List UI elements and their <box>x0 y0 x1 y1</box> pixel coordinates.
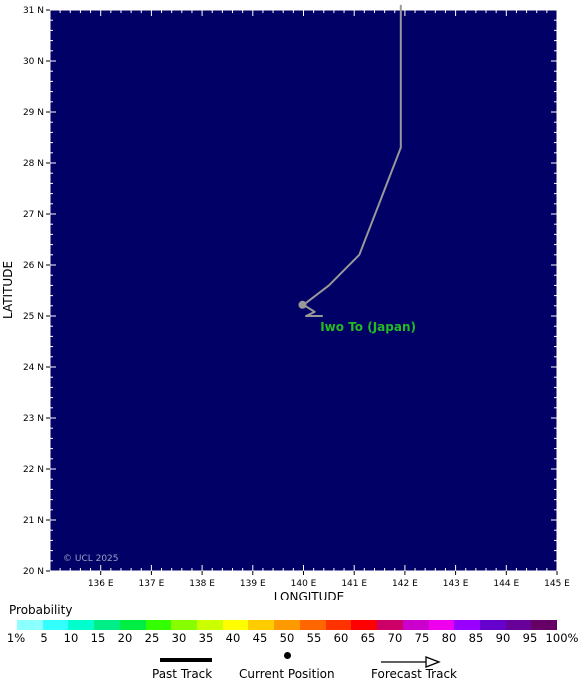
probability-label: 80 <box>441 631 457 645</box>
probability-colorbar-labels: 1% 5 10 15 20 25 30 35 40 45 50 55 60 65 70 75 80 85 90 95 1… <box>0 631 580 645</box>
probability-swatch <box>197 620 223 630</box>
probability-label: 95 <box>522 631 538 645</box>
place-label: Iwo To (Japan) <box>320 320 416 334</box>
lon-tick-label: 139 E <box>240 579 266 589</box>
lat-tick-label: 21 N <box>23 516 44 526</box>
lon-tick-label: 136 E <box>88 579 114 589</box>
storm-past-track <box>302 4 402 317</box>
forecast-track-key-arrow <box>381 656 441 668</box>
lon-tick-label: 141 E <box>341 579 367 589</box>
map-axis-ticks: 136 E 137 E 138 E 139 E 140 E 141 E 142 E 143 E… <box>23 6 570 589</box>
lat-tick-label: 23 N <box>23 414 44 424</box>
probability-swatch <box>248 620 275 630</box>
probability-label: 65 <box>360 631 376 645</box>
probability-swatch <box>119 620 146 630</box>
probability-colorbar <box>17 620 558 630</box>
probability-label: 60 <box>333 631 349 645</box>
probability-swatch <box>531 620 558 630</box>
current-position-key-label: Current Position <box>239 667 335 681</box>
x-axis-label: LONGITUDE <box>274 590 344 600</box>
lat-tick-label: 25 N <box>23 312 44 322</box>
lon-tick-label: 138 E <box>189 579 215 589</box>
probability-label: 45 <box>252 631 268 645</box>
lat-tick-label: 24 N <box>23 363 44 373</box>
probability-swatch <box>145 620 172 630</box>
probability-label: 1% <box>6 631 26 645</box>
probability-swatch <box>94 620 120 630</box>
probability-swatch <box>351 620 378 630</box>
past-track-key-line <box>160 658 212 662</box>
lat-tick-label: 31 N <box>23 6 44 16</box>
probability-swatch <box>479 620 506 630</box>
probability-label: 55 <box>306 631 322 645</box>
lat-tick-label: 20 N <box>23 567 44 577</box>
probability-label: 50 <box>279 631 295 645</box>
probability-label: 70 <box>387 631 403 645</box>
probability-label: 75 <box>414 631 430 645</box>
probability-label: 25 <box>144 631 160 645</box>
probability-swatch <box>17 620 43 630</box>
past-track-key-label: Past Track <box>152 667 213 681</box>
place-labels: Iwo To (Japan) <box>320 320 416 334</box>
probability-swatch <box>454 620 480 630</box>
lat-tick-label: 30 N <box>23 57 44 67</box>
probability-swatch <box>42 620 69 630</box>
lat-tick-label: 26 N <box>23 261 44 271</box>
probability-swatch <box>505 620 532 630</box>
copyright-text: © UCL 2025 <box>63 554 119 564</box>
probability-swatch <box>428 620 455 630</box>
probability-swatch <box>325 620 352 630</box>
probability-label: 85 <box>468 631 484 645</box>
forecast-track-key-label: Forecast Track <box>371 667 457 681</box>
probability-label: 30 <box>171 631 187 645</box>
lon-tick-label: 143 E <box>443 579 469 589</box>
probability-label: 100% <box>545 631 579 645</box>
map-background <box>50 10 557 571</box>
probability-swatch <box>222 620 249 630</box>
lon-tick-label: 144 E <box>493 579 519 589</box>
probability-swatch <box>299 620 326 630</box>
lon-tick-label: 142 E <box>392 579 418 589</box>
lat-tick-label: 27 N <box>23 210 44 220</box>
probability-swatch <box>274 620 300 630</box>
map-plot: 136 E 137 E 138 E 139 E 140 E 141 E 142 E 143 E… <box>1 4 570 600</box>
lat-tick-label: 28 N <box>23 159 44 169</box>
y-axis-label: LATITUDE <box>1 261 15 319</box>
probability-swatch <box>68 620 95 630</box>
probability-label: 35 <box>198 631 214 645</box>
lon-tick-label: 137 E <box>139 579 165 589</box>
probability-label: 10 <box>63 631 79 645</box>
probability-label: 15 <box>90 631 106 645</box>
probability-swatch <box>377 620 403 630</box>
lat-tick-label: 29 N <box>23 108 44 118</box>
lon-tick-label: 140 E <box>291 579 317 589</box>
legend-title: Probability <box>9 603 73 617</box>
probability-swatch <box>171 620 198 630</box>
lat-tick-label: 22 N <box>23 465 44 475</box>
probability-label: 90 <box>495 631 511 645</box>
probability-label: 40 <box>225 631 241 645</box>
storm-current-position-marker <box>298 300 307 309</box>
probability-swatch <box>402 620 429 630</box>
current-position-key-dot <box>284 652 291 659</box>
lon-tick-label: 145 E <box>544 579 570 589</box>
probability-label: 5 <box>40 631 48 645</box>
probability-label: 20 <box>117 631 133 645</box>
